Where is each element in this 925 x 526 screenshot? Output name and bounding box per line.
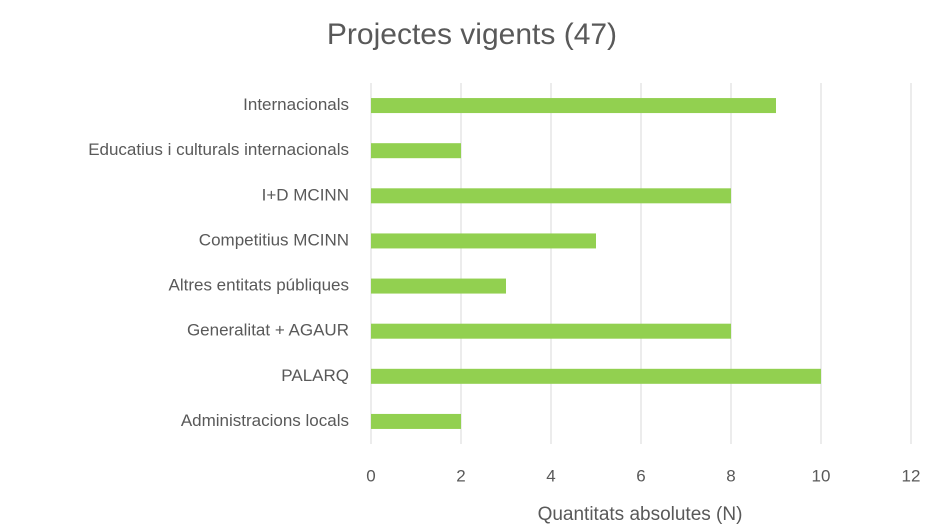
x-tick-label: 2 (456, 466, 465, 485)
y-tick-label: I+D MCINN (262, 185, 349, 204)
bar (371, 323, 731, 339)
y-tick-label: Generalitat + AGAUR (187, 321, 349, 340)
bar (371, 368, 821, 384)
x-tick-label: 8 (726, 466, 735, 485)
x-tick-label: 4 (546, 466, 555, 485)
y-tick-label: Competitius MCINN (199, 230, 349, 249)
y-tick-label: PALARQ (281, 366, 349, 385)
y-tick-label: Administracions locals (181, 411, 349, 430)
bar (371, 233, 596, 249)
y-tick-label: Educatius i culturals internacionals (88, 140, 349, 159)
x-tick-label: 6 (636, 466, 645, 485)
bar (371, 278, 506, 294)
x-tick-label: 12 (902, 466, 921, 485)
x-axis-title: Quantitats absolutes (N) (538, 504, 743, 525)
x-tick-label: 0 (366, 466, 375, 485)
bar (371, 98, 776, 114)
y-tick-label: Altres entitats públiques (169, 276, 350, 295)
chart-title: Projectes vigents (47) (327, 18, 617, 51)
bar (371, 188, 731, 204)
y-tick-label: Internacionals (243, 95, 349, 114)
bar (371, 413, 461, 429)
bar (371, 143, 461, 159)
x-tick-label: 10 (812, 466, 831, 485)
